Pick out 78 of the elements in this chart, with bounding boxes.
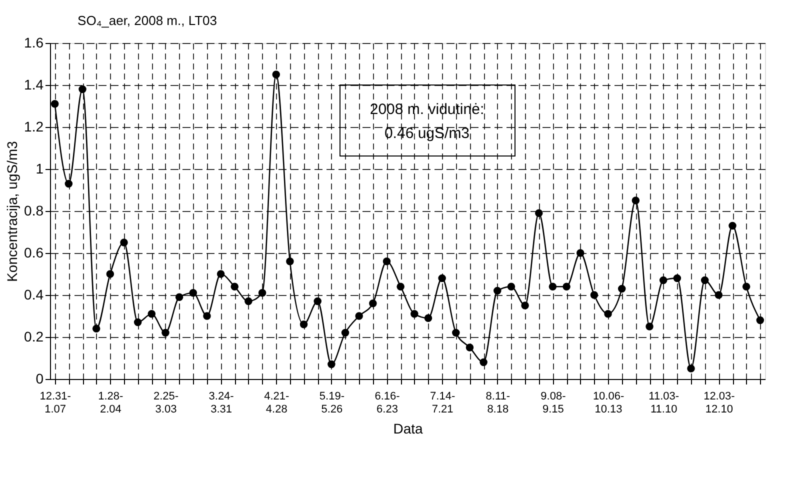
point [369, 300, 377, 308]
point [175, 293, 184, 301]
y-tick-label: 1.6 [24, 34, 44, 50]
point [92, 324, 100, 332]
y-tick-label: 1.2 [24, 118, 44, 134]
point [452, 328, 460, 337]
y-tick-label: 0.8 [24, 202, 44, 218]
point [494, 286, 502, 295]
y-tick-label: 0.4 [24, 286, 44, 302]
x-tick-label: 10.06-10.13 [592, 390, 624, 416]
x-axis-title: Data [393, 420, 423, 436]
x-tick-label: 4.21-4.28 [264, 390, 290, 416]
point [341, 328, 350, 337]
point [286, 258, 294, 266]
point [50, 100, 59, 108]
point [328, 360, 336, 368]
point [244, 297, 252, 306]
x-tick-label: 12.03-12.10 [704, 390, 736, 416]
point [618, 284, 626, 293]
point [189, 289, 198, 297]
point [576, 249, 584, 257]
point [216, 270, 225, 278]
point [507, 282, 516, 290]
point [424, 314, 432, 322]
point [64, 180, 73, 188]
point [162, 328, 170, 337]
point [590, 291, 598, 299]
point [230, 282, 238, 290]
x-tick-label: 8.11-8.18 [486, 390, 510, 416]
point [714, 291, 723, 299]
point [742, 282, 750, 290]
point [604, 310, 612, 318]
point [646, 322, 654, 330]
point [258, 289, 266, 297]
point [562, 282, 570, 290]
point [203, 312, 211, 320]
x-tick-label: 1.28-2.04 [98, 390, 124, 416]
point [480, 358, 488, 366]
point [410, 310, 418, 318]
annotation: 2008 m. vidutinė: 0.46 ugS/m3 [370, 101, 484, 142]
y-tick-label: 1 [36, 160, 44, 176]
point [548, 282, 557, 290]
point [272, 70, 280, 78]
point [673, 274, 682, 282]
point [521, 302, 529, 310]
point [148, 310, 156, 318]
point [728, 222, 736, 230]
x-tick-label: 7.14-7.21 [430, 390, 456, 416]
point [438, 274, 446, 282]
x-tick-label: 12.31-1.07 [40, 390, 72, 416]
point [134, 318, 142, 326]
y-tick-label: 0 [36, 370, 44, 386]
x-tick-label: 2.25-3.03 [153, 390, 179, 416]
y-tick-label: 1.4 [24, 76, 44, 92]
point [314, 297, 322, 306]
point [78, 85, 86, 94]
x-tick-label: 5.19-5.26 [319, 390, 345, 416]
y-tick-label: 0.6 [24, 244, 44, 260]
point [300, 320, 308, 328]
point [396, 282, 404, 290]
point [355, 312, 363, 320]
x-tick-label: 6.16-6.23 [374, 390, 400, 416]
point [466, 344, 474, 352]
point [382, 258, 391, 266]
chart-title: SO₄_aer, 2008 m., LT03 [78, 13, 218, 28]
x-tick-label: 11.03-11.10 [648, 390, 680, 416]
point [700, 276, 709, 284]
point [756, 316, 764, 324]
point [535, 209, 543, 217]
point [120, 238, 128, 246]
x-tick-label: 3.24-3.31 [208, 390, 234, 416]
point [659, 276, 668, 284]
point [687, 364, 695, 372]
point [106, 270, 114, 278]
y-axis-title: Koncentracija, ugS/m3 [4, 140, 20, 282]
y-tick-label: 0.2 [24, 328, 44, 344]
x-tick-label: 9.08-9.15 [540, 390, 566, 416]
point [632, 196, 640, 204]
